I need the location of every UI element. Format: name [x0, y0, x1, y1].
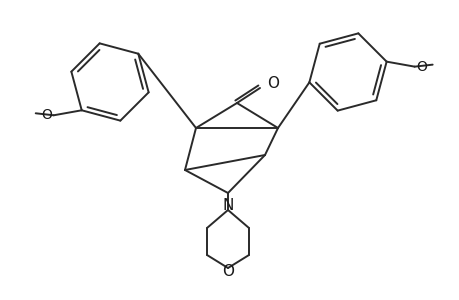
Text: O: O	[222, 265, 234, 280]
Text: O: O	[41, 108, 52, 122]
Text: N: N	[222, 199, 233, 214]
Text: O: O	[415, 60, 426, 74]
Text: O: O	[266, 76, 279, 91]
